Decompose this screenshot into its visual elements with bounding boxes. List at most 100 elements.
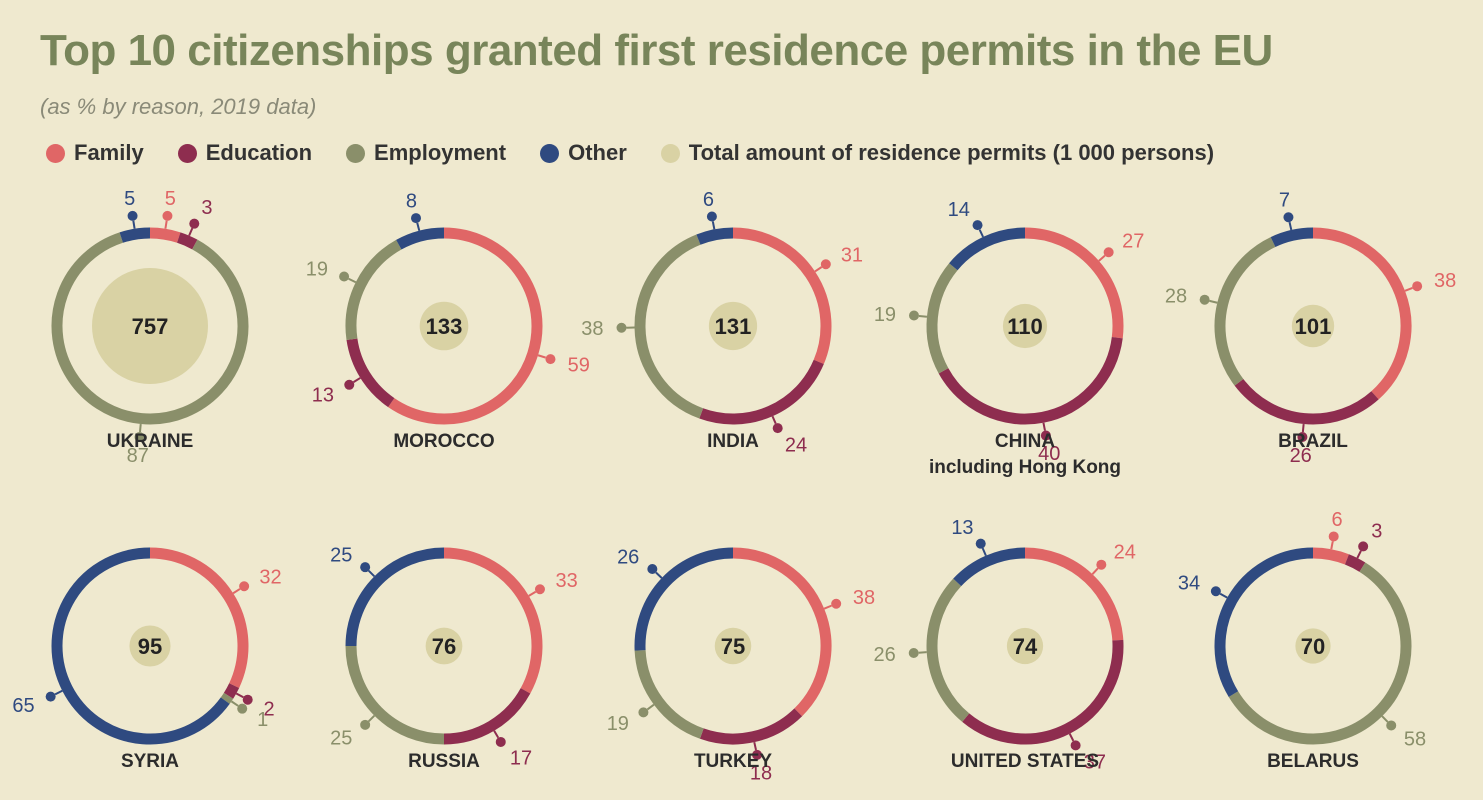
donut-belarus: 6 3 58 34 70 BELARUS bbox=[1178, 509, 1426, 772]
pin-dot-turkey-education bbox=[752, 749, 763, 760]
legend-item-total: Total amount of residence permits (1 000… bbox=[660, 140, 1214, 166]
pin-dot-brazil-employment bbox=[1199, 294, 1210, 305]
total-bubble-turkey bbox=[714, 627, 752, 665]
value-label-belarus-employment: 58 bbox=[1404, 728, 1426, 750]
pin-ukraine-other bbox=[132, 220, 136, 229]
pin-united-states-other bbox=[981, 547, 987, 556]
arc-turkey-other bbox=[634, 547, 734, 651]
pin-dot-china-family bbox=[1103, 247, 1114, 258]
value-label-belarus-education: 3 bbox=[1371, 520, 1382, 542]
total-bubble-morocco bbox=[419, 301, 469, 351]
pin-dot-ukraine-other bbox=[127, 210, 138, 221]
pin-dot-brazil-family bbox=[1412, 281, 1423, 292]
value-label-syria-employment: 1 bbox=[257, 709, 268, 731]
value-label-india-education: 24 bbox=[785, 435, 807, 457]
pin-china-other bbox=[978, 229, 984, 238]
pin-syria-family bbox=[232, 588, 241, 595]
pin-syria-employment bbox=[230, 700, 239, 707]
donut-brazil: 38 26 28 7 101 BRAZIL bbox=[1165, 190, 1456, 467]
pin-united-states-education bbox=[1068, 733, 1075, 742]
arc-turkey-family bbox=[732, 547, 832, 717]
pin-india-education bbox=[771, 415, 777, 424]
value-label-syria-education: 2 bbox=[263, 698, 274, 720]
value-label-india-other: 6 bbox=[703, 189, 714, 211]
total-label-brazil: 101 bbox=[1295, 314, 1332, 339]
pin-russia-other bbox=[367, 569, 376, 578]
pin-brazil-family bbox=[1404, 287, 1413, 292]
pin-dot-india-other bbox=[706, 211, 717, 222]
pin-brazil-employment bbox=[1209, 299, 1218, 304]
arc-brazil-family bbox=[1312, 227, 1412, 400]
pin-dot-belarus-employment bbox=[1386, 720, 1397, 731]
arc-united-states-family bbox=[1024, 547, 1124, 641]
pin-brazil-other bbox=[1288, 221, 1293, 231]
pin-india-family bbox=[814, 266, 823, 273]
value-label-turkey-employment: 19 bbox=[607, 713, 629, 735]
pin-turkey-employment bbox=[646, 703, 655, 711]
pin-china-education bbox=[1042, 422, 1046, 431]
pin-dot-syria-education bbox=[242, 694, 253, 705]
pin-dot-turkey-family bbox=[831, 598, 842, 609]
total-bubble-syria bbox=[129, 625, 171, 667]
legend-label-family: Family bbox=[74, 140, 144, 165]
pin-dot-russia-other bbox=[360, 562, 371, 573]
value-label-belarus-other: 34 bbox=[1178, 572, 1200, 594]
legend-swatch-employment bbox=[346, 143, 366, 163]
total-bubble-belarus bbox=[1295, 628, 1331, 664]
arc-china-education bbox=[938, 336, 1123, 425]
value-label-morocco-education: 13 bbox=[312, 384, 334, 406]
pin-dot-brazil-education bbox=[1297, 432, 1308, 442]
arc-china-family bbox=[1024, 227, 1124, 339]
legend-item-family: Family bbox=[46, 140, 144, 166]
total-bubble-brazil bbox=[1291, 304, 1335, 348]
value-label-morocco-family: 59 bbox=[568, 354, 590, 376]
arc-russia-employment bbox=[345, 645, 445, 745]
donut-ukraine: 5 3 87 5 757 UKRAINE bbox=[51, 188, 249, 467]
pin-dot-china-employment bbox=[908, 310, 919, 321]
value-label-morocco-employment: 19 bbox=[306, 258, 328, 280]
pin-dot-russia-employment bbox=[360, 719, 371, 730]
pin-russia-employment bbox=[367, 714, 376, 723]
pin-dot-ukraine-education bbox=[189, 218, 200, 229]
arc-russia-other bbox=[345, 547, 445, 647]
arc-belarus-other bbox=[1214, 547, 1314, 698]
pin-dot-united-states-education bbox=[1070, 740, 1081, 751]
pin-morocco-education bbox=[352, 377, 361, 383]
pin-morocco-other bbox=[416, 222, 421, 231]
pin-india-other bbox=[711, 221, 716, 230]
value-label-ukraine-employment: 87 bbox=[127, 445, 149, 467]
arc-india-other bbox=[696, 227, 734, 245]
pin-dot-russia-education bbox=[495, 736, 506, 747]
pin-belarus-other bbox=[1219, 592, 1228, 599]
donut-united-states: 24 37 26 13 74 UNITED STATES bbox=[874, 517, 1136, 773]
country-label-turkey: TURKEY bbox=[694, 751, 772, 772]
pin-brazil-education bbox=[1301, 423, 1305, 433]
value-label-brazil-family: 38 bbox=[1434, 270, 1456, 292]
value-label-turkey-education: 18 bbox=[750, 762, 772, 784]
value-label-syria-other: 65 bbox=[12, 695, 34, 717]
pin-dot-turkey-employment bbox=[638, 707, 649, 718]
legend-label-other: Other bbox=[568, 140, 627, 165]
pin-dot-syria-employment bbox=[237, 703, 248, 714]
country-label-united-states: UNITED STATES bbox=[951, 751, 1099, 772]
pin-dot-brazil-other bbox=[1283, 212, 1294, 223]
total-label-ukraine: 757 bbox=[132, 314, 169, 339]
value-label-united-states-family: 24 bbox=[1114, 542, 1136, 564]
arc-turkey-education bbox=[699, 708, 803, 745]
legend-label-employment: Employment bbox=[374, 140, 507, 165]
pin-united-states-employment bbox=[918, 651, 927, 654]
arc-russia-family bbox=[443, 547, 543, 694]
arc-belarus-employment bbox=[1228, 562, 1412, 745]
legend-item-employment: Employment bbox=[346, 140, 506, 166]
pin-syria-other bbox=[54, 689, 63, 696]
pin-morocco-employment bbox=[348, 277, 357, 284]
arc-morocco-other bbox=[396, 227, 445, 250]
pin-dot-china-education bbox=[1040, 430, 1051, 441]
arc-united-states-employment bbox=[926, 578, 970, 722]
value-label-turkey-family: 38 bbox=[853, 587, 875, 609]
pin-ukraine-family bbox=[164, 220, 168, 229]
value-label-china-employment: 19 bbox=[874, 304, 896, 326]
pin-dot-belarus-education bbox=[1358, 541, 1369, 552]
value-label-china-education: 40 bbox=[1038, 443, 1060, 465]
